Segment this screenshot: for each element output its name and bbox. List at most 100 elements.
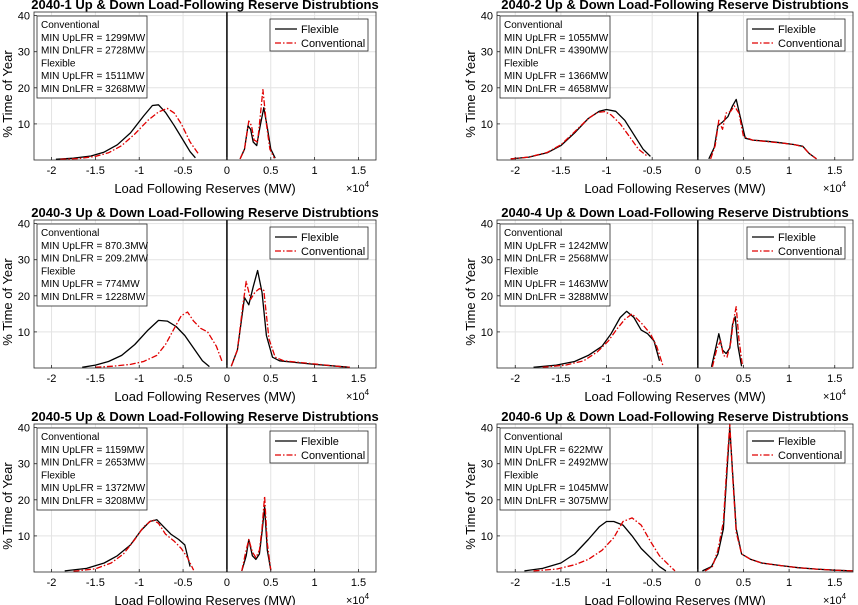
- annotation-line: MIN UpLFR = 1372MW: [41, 483, 146, 494]
- legend-box: [746, 226, 846, 260]
- legend-label-conventional: Conventional: [301, 450, 365, 462]
- x-axis-label: Load Following Reserves (MW): [584, 181, 765, 196]
- x-tick-label: 0: [224, 373, 230, 385]
- legend-box: [269, 226, 369, 260]
- chart-title: 2040-1 Up & Down Load-Following Reserve …: [31, 0, 378, 12]
- annotation-line: Conventional: [504, 20, 562, 31]
- annotation-line: Conventional: [41, 20, 99, 31]
- y-axis-label: % Time of Year: [463, 258, 478, 346]
- y-tick-label: 20: [481, 495, 493, 507]
- x-tick-label: -0.5: [643, 165, 662, 177]
- y-axis-label: % Time of Year: [463, 462, 478, 550]
- x-exponent-base: ×10: [823, 391, 842, 403]
- annotation-box: [36, 427, 148, 511]
- x-exponent-base: ×10: [823, 183, 842, 195]
- x-tick-label: 1.5: [827, 577, 842, 589]
- y-tick-label: 40: [481, 423, 493, 435]
- annotation-box: [499, 15, 611, 99]
- series-line-flexible: [82, 319, 210, 368]
- series-line-flexible: [524, 520, 667, 572]
- x-exponent-base: ×10: [346, 391, 365, 403]
- x-tick-label: 0: [224, 577, 230, 589]
- annotation-line: MIN DnLFR = 209.2MW: [41, 254, 149, 265]
- series-line-conventional: [230, 280, 350, 368]
- x-axis-label: Load Following Reserves (MW): [114, 389, 295, 404]
- x-exponent: ×104: [346, 592, 370, 605]
- y-tick-label: 20: [18, 83, 30, 95]
- axes-frame: [496, 11, 854, 161]
- series-line-flexible: [533, 310, 661, 368]
- y-tick-label: 10: [18, 119, 30, 131]
- annotation-line: MIN UpLFR = 1463MW: [504, 279, 609, 290]
- annotation-line: MIN DnLFR = 4390MW: [504, 46, 609, 57]
- annotation-line: MIN UpLFR = 1055MW: [504, 33, 609, 44]
- x-tick-label: -2: [510, 373, 520, 385]
- y-tick-label: 10: [18, 327, 30, 339]
- y-tick-label: 30: [18, 255, 30, 267]
- chart-title: 2040-4 Up & Down Load-Following Reserve …: [501, 205, 848, 220]
- x-exponent: ×104: [823, 592, 847, 605]
- x-tick-label: 1: [786, 373, 792, 385]
- x-tick-label: 0.5: [736, 577, 751, 589]
- y-tick-label: 10: [481, 531, 493, 543]
- annotation-line: Conventional: [504, 432, 562, 443]
- annotation-line: Flexible: [504, 470, 539, 481]
- annotation-line: MIN UpLFR = 1242MW: [504, 241, 609, 252]
- annotation-line: MIN UpLFR = 870.3MW: [41, 241, 149, 252]
- series-line-conventional: [95, 311, 224, 368]
- x-exponent-power: 4: [365, 592, 370, 601]
- y-tick-label: 40: [481, 11, 493, 23]
- y-axis-label: % Time of Year: [0, 50, 15, 138]
- x-tick-label: -1.5: [551, 373, 570, 385]
- x-exponent-power: 4: [365, 180, 370, 189]
- series-line-conventional: [533, 517, 676, 572]
- y-tick-label: 40: [18, 11, 30, 23]
- annotation-box: [36, 223, 148, 307]
- x-tick-label: -1: [134, 577, 144, 589]
- x-tick-label: -2: [47, 165, 57, 177]
- annotation-line: MIN DnLFR = 4658MW: [504, 84, 609, 95]
- legend-box: [269, 430, 369, 464]
- axes-frame: [496, 219, 854, 369]
- x-axis-label: Load Following Reserves (MW): [114, 593, 295, 605]
- x-tick-label: 0.5: [263, 165, 278, 177]
- series-line-conventional: [239, 88, 275, 160]
- x-exponent-power: 4: [842, 388, 847, 397]
- x-exponent-power: 4: [365, 388, 370, 397]
- chart-title: 2040-2 Up & Down Load-Following Reserve …: [501, 0, 848, 12]
- legend-label-flexible: Flexible: [301, 24, 339, 36]
- x-tick-label: -1.5: [86, 165, 105, 177]
- axes-frame: [33, 423, 377, 573]
- legend-label-conventional: Conventional: [301, 38, 365, 50]
- y-tick-label: 30: [18, 47, 30, 59]
- annotation-line: Conventional: [41, 432, 99, 443]
- legend-box: [746, 18, 846, 52]
- annotation-line: MIN DnLFR = 2728MW: [41, 46, 146, 57]
- legend-label-conventional: Conventional: [778, 450, 842, 462]
- annotation-line: Flexible: [504, 58, 539, 69]
- annotation-box: [499, 223, 611, 307]
- x-exponent: ×104: [346, 388, 370, 403]
- annotation-box: [36, 15, 148, 99]
- axes-frame: [33, 219, 377, 369]
- x-tick-label: -1: [602, 373, 612, 385]
- series-line-conventional: [60, 107, 200, 160]
- x-tick-label: 1: [786, 165, 792, 177]
- y-tick-label: 40: [481, 219, 493, 231]
- x-tick-label: -0.5: [643, 373, 662, 385]
- annotation-line: Flexible: [504, 266, 539, 277]
- x-tick-label: -2: [510, 577, 520, 589]
- axes-frame: [496, 423, 854, 573]
- annotation-line: MIN DnLFR = 2492MW: [504, 458, 609, 469]
- x-tick-label: 0: [695, 373, 701, 385]
- series-line-conventional: [510, 110, 649, 160]
- x-tick-label: -1: [134, 165, 144, 177]
- y-tick-label: 10: [481, 119, 493, 131]
- x-tick-label: 0: [224, 165, 230, 177]
- annotation-line: MIN UpLFR = 1511MW: [41, 71, 145, 82]
- x-tick-label: -0.5: [174, 577, 193, 589]
- x-exponent: ×104: [823, 388, 847, 403]
- annotation-line: MIN DnLFR = 2568MW: [504, 254, 609, 265]
- y-tick-label: 10: [18, 531, 30, 543]
